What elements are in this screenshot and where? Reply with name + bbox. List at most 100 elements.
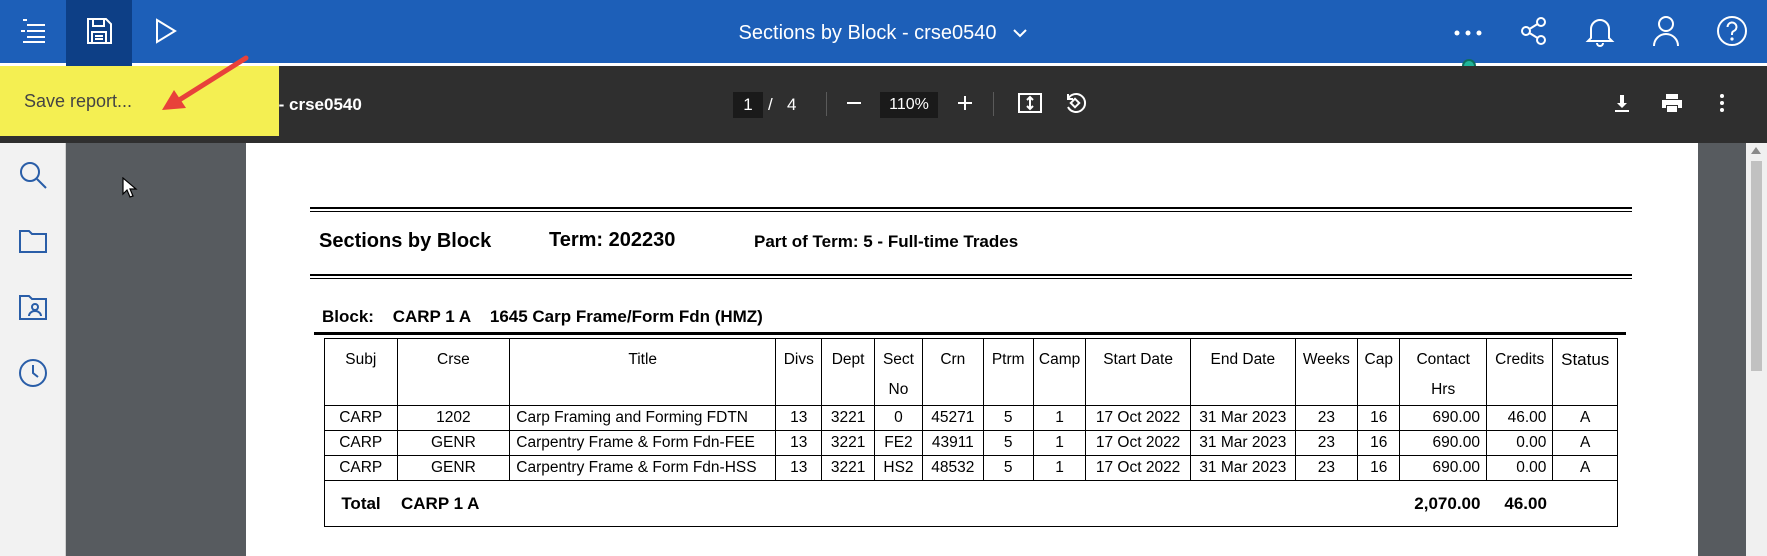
cell-sect: 0 xyxy=(873,405,924,431)
print-icon xyxy=(1661,93,1683,118)
cell-status: A xyxy=(1552,405,1618,431)
cell-crse: 1202 xyxy=(396,405,511,431)
fit-page-button[interactable] xyxy=(1010,85,1050,125)
cell-crn: 45271 xyxy=(922,405,984,431)
more-button[interactable] xyxy=(1435,0,1501,66)
team-content-button[interactable] xyxy=(0,279,66,339)
search-icon xyxy=(18,160,48,195)
divider xyxy=(310,207,1632,212)
header-line: Sect xyxy=(882,351,914,368)
share-button[interactable] xyxy=(1501,0,1567,66)
cell-divs: 13 xyxy=(775,455,823,481)
vertical-more-icon xyxy=(1719,93,1725,118)
cell-camp: 1 xyxy=(1032,455,1087,481)
content-button[interactable] xyxy=(0,213,66,273)
cell-crse: GENR xyxy=(396,455,511,481)
zoom-level-input[interactable]: 110% xyxy=(880,92,938,118)
table-row: CARP 1202 Carp Framing and Forming FDTN … xyxy=(324,405,1618,431)
cell-camp: 1 xyxy=(1032,405,1087,431)
divider xyxy=(826,92,827,116)
folder-icon xyxy=(18,228,48,259)
column-header: Ptrm xyxy=(982,338,1034,406)
viewer-toolbar: ck - crse0540 1 / 4 110% xyxy=(0,66,1767,143)
report-term: Term: 202230 xyxy=(549,229,676,251)
rotate-icon xyxy=(1063,91,1087,120)
column-header: Credits xyxy=(1485,338,1554,406)
scroll-up-arrow-icon[interactable] xyxy=(1751,147,1761,154)
cell-crn: 43911 xyxy=(922,430,984,456)
empty-cell xyxy=(1033,480,1086,527)
column-header: End Date xyxy=(1189,338,1296,406)
empty-cell xyxy=(821,480,875,527)
cell-credits: 0.00 xyxy=(1485,430,1554,456)
total-contact-hrs: 2,070.00 xyxy=(1399,480,1487,527)
vertical-scrollbar[interactable] xyxy=(1746,143,1767,556)
cell-subj: CARP xyxy=(324,430,398,456)
download-icon xyxy=(1612,93,1632,118)
document-title: ck - crse0540 xyxy=(255,95,362,114)
run-icon xyxy=(151,17,179,50)
cell-cap: 16 xyxy=(1357,430,1401,456)
plus-icon xyxy=(956,94,974,117)
save-report-tooltip: Save report... xyxy=(0,66,279,136)
block-code: CARP 1 A xyxy=(392,307,472,326)
scroll-thumb[interactable] xyxy=(1751,161,1762,371)
empty-cell xyxy=(509,480,776,527)
header-line: Hrs xyxy=(1431,381,1456,398)
cell-sect: HS2 xyxy=(873,455,924,481)
user-button[interactable] xyxy=(1633,0,1699,66)
help-button[interactable] xyxy=(1699,0,1765,66)
cell-start-date: 17 Oct 2022 xyxy=(1085,455,1191,481)
cell-contact-hrs: 690.00 xyxy=(1399,430,1487,456)
column-header: Crse xyxy=(396,338,511,406)
cell-weeks: 23 xyxy=(1294,455,1359,481)
report-title-dropdown[interactable]: Sections by Block - crse0540 xyxy=(0,0,1767,66)
fit-page-icon xyxy=(1018,92,1042,118)
column-header: Weeks xyxy=(1294,338,1359,406)
cell-divs: 13 xyxy=(775,430,823,456)
save-button[interactable] xyxy=(66,0,132,66)
cell-end-date: 31 Mar 2023 xyxy=(1189,430,1296,456)
report-canvas: Sections by Block Term: 202230 Part of T… xyxy=(66,143,1746,556)
column-header: Divs xyxy=(775,338,823,406)
print-button[interactable] xyxy=(1652,85,1692,125)
notifications-button[interactable] xyxy=(1567,0,1633,66)
sections-table: Subj Crse Title Divs Dept Sect No Crn Ptr… xyxy=(324,338,1618,527)
cell-divs: 13 xyxy=(775,405,823,431)
cell-title: Carpentry Frame & Form Fdn-FEE xyxy=(509,430,777,456)
cell-ptrm: 5 xyxy=(982,405,1034,431)
menu-button[interactable] xyxy=(0,0,66,66)
cell-contact-hrs: 690.00 xyxy=(1399,455,1487,481)
column-header: Start Date xyxy=(1085,338,1191,406)
empty-cell xyxy=(1552,480,1618,527)
search-button[interactable] xyxy=(0,147,66,207)
rotate-button[interactable] xyxy=(1055,85,1095,125)
page-number-input[interactable]: 1 xyxy=(733,92,763,118)
cell-dept: 3221 xyxy=(821,405,875,431)
column-header: Camp xyxy=(1032,338,1087,406)
column-header: Cap xyxy=(1357,338,1401,406)
cell-credits: 0.00 xyxy=(1485,455,1554,481)
zoom-in-button[interactable] xyxy=(945,85,985,125)
recent-button[interactable] xyxy=(0,345,66,405)
cell-ptrm: 5 xyxy=(982,430,1034,456)
zoom-out-button[interactable] xyxy=(834,85,874,125)
divider xyxy=(993,92,994,116)
cell-credits: 46.00 xyxy=(1485,405,1554,431)
more-icon xyxy=(1453,24,1483,42)
cell-subj: CARP xyxy=(324,455,398,481)
app-bar: Sections by Block - crse0540 xyxy=(0,0,1767,73)
cell-subj: CARP xyxy=(324,405,398,431)
page-separator: / xyxy=(768,95,773,114)
table-header-row: Subj Crse Title Divs Dept Sect No Crn Ptr… xyxy=(324,338,1618,406)
cell-status: A xyxy=(1552,455,1618,481)
share-icon xyxy=(1519,16,1549,51)
more-options-button[interactable] xyxy=(1702,85,1742,125)
cell-ptrm: 5 xyxy=(982,455,1034,481)
column-header: Dept xyxy=(821,338,875,406)
download-button[interactable] xyxy=(1602,85,1642,125)
notification-icon xyxy=(1585,15,1615,52)
run-button[interactable] xyxy=(132,0,198,66)
column-header: Crn xyxy=(922,338,984,406)
chevron-down-icon xyxy=(1012,22,1028,45)
